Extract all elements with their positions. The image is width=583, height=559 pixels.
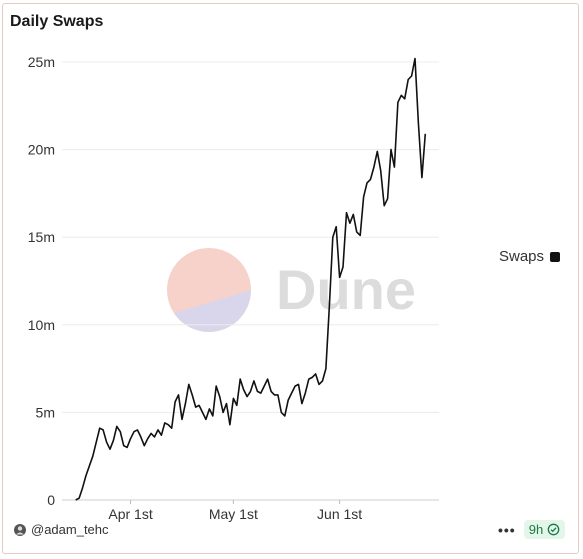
y-tick-label: 0 (47, 492, 55, 508)
x-tick-label: May 1st (209, 506, 258, 522)
watermark: Dune (167, 248, 416, 332)
x-tick-label: Jun 1st (317, 506, 362, 522)
y-tick-label: 5m (36, 404, 55, 420)
check-circle-icon (547, 523, 560, 536)
chart-card (2, 3, 579, 554)
author[interactable]: @adam_tehc (14, 522, 109, 537)
x-axis: Apr 1st May 1st Jun 1st (108, 500, 362, 522)
watermark-text: Dune (276, 258, 416, 321)
refresh-age-text: 9h (528, 522, 544, 537)
avatar-icon (14, 523, 26, 536)
y-tick-label: 20m (28, 142, 55, 158)
legend-label-swaps: Swaps (499, 248, 545, 265)
author-name: @adam_tehc (31, 522, 109, 537)
more-options-icon[interactable]: ••• (498, 521, 516, 538)
grid (62, 61, 439, 501)
footer-actions: ••• 9h (498, 520, 566, 539)
series-line-swaps[interactable] (75, 57, 427, 501)
y-tick-label: 25m (28, 54, 55, 70)
series (75, 57, 427, 501)
watermark-logo-lower-icon (174, 290, 251, 332)
x-tick-label: Apr 1st (108, 506, 152, 522)
y-tick-label: 10m (28, 317, 55, 333)
y-tick-label: 15m (28, 229, 55, 245)
legend-swatch-swaps (550, 251, 561, 262)
legend[interactable]: Swaps (499, 248, 561, 265)
chart-title: Daily Swaps (10, 13, 104, 30)
refresh-age-badge[interactable]: 9h (523, 520, 566, 539)
y-axis: 0 5m 10m 15m 20m 25m (28, 54, 55, 508)
